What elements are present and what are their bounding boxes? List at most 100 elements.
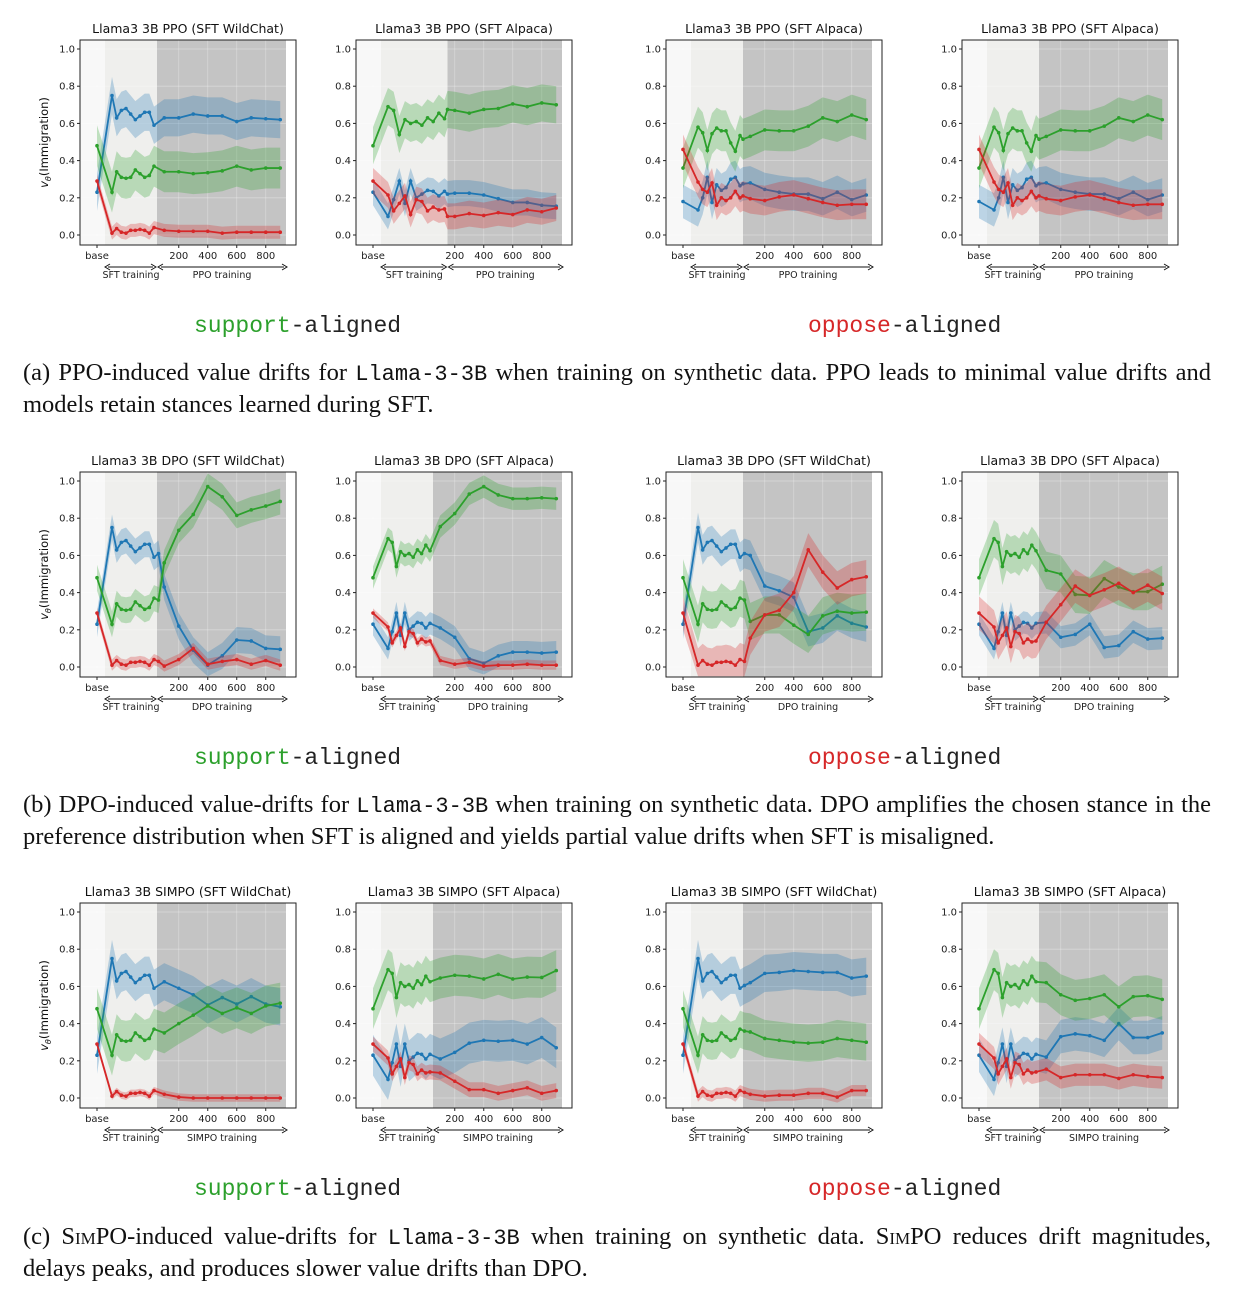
blue-data-point — [403, 201, 407, 206]
green-data-point — [791, 1040, 796, 1044]
green-confidence-band — [683, 990, 867, 1074]
green-data-point — [1000, 995, 1005, 1000]
green-data-point — [124, 608, 128, 613]
aligned-suffix: -aligned — [890, 745, 1002, 771]
x-tick-label: 600 — [503, 251, 522, 262]
blue-data-point — [724, 185, 728, 190]
blue-data-point — [762, 971, 767, 976]
blue-data-point — [1020, 185, 1024, 190]
blue-data-point — [95, 1053, 99, 1058]
red-data-point — [138, 659, 142, 664]
red-data-point — [424, 1071, 428, 1075]
green-data-point — [133, 1031, 138, 1035]
red-data-point — [741, 194, 745, 198]
blue-data-point — [496, 1039, 501, 1044]
red-data-point — [147, 231, 152, 235]
y-tick-label: 0.0 — [335, 1094, 351, 1105]
sft-training-label: SFT training — [689, 1133, 746, 1144]
blue-data-point — [1073, 632, 1078, 637]
blue-data-point — [791, 595, 796, 600]
red-data-point — [1013, 1060, 1017, 1065]
red-data-point — [1116, 200, 1121, 205]
sft-region — [105, 40, 157, 245]
red-data-point — [1044, 196, 1049, 201]
red-data-point — [1004, 1057, 1009, 1061]
arrow-head-icon — [743, 695, 750, 703]
y-tick-label: 1.0 — [335, 477, 351, 488]
y-label-text: (Immigration) — [37, 529, 51, 608]
red-confidence-band — [683, 1038, 867, 1103]
arrow-head-icon — [1163, 695, 1170, 703]
red-data-point — [748, 196, 753, 201]
blue-data-point — [525, 1042, 530, 1046]
green-data-point — [748, 1030, 753, 1034]
base-region — [666, 40, 691, 245]
chart-title: Llama3 3B PPO (SFT Alpaca) — [685, 21, 863, 36]
axes-frame — [961, 471, 1179, 678]
y-tick-label: 0.2 — [59, 625, 75, 636]
y-tick-label: 0.2 — [59, 1056, 75, 1067]
green-data-point — [162, 169, 167, 174]
blue-data-point — [496, 654, 501, 658]
blue-data-point — [748, 181, 753, 185]
red-data-point — [864, 202, 869, 207]
blue-data-point — [681, 199, 685, 204]
red-data-point — [95, 179, 99, 183]
red-data-point — [977, 147, 981, 152]
value-drift-chart: 0.0 0.2 0.4 0.6 0.8 1.0 base 200 400 600 800 SFT tr… — [941, 453, 1179, 713]
base-region — [962, 903, 987, 1108]
red-data-point — [425, 209, 430, 213]
red-data-point — [1006, 181, 1010, 185]
y-tick-label: 0.2 — [941, 1056, 957, 1067]
red-data-point — [278, 1096, 283, 1100]
red-data-point — [419, 637, 424, 641]
blue-data-point — [119, 971, 124, 976]
arrow-head-icon — [867, 1126, 874, 1134]
caption-text: when training on synthetic data. DPO amp… — [23, 791, 1211, 850]
x-tick-label: 600 — [813, 1114, 832, 1125]
blue-data-point — [437, 194, 441, 198]
blue-data-point — [977, 199, 981, 204]
blue-data-point — [425, 188, 430, 193]
green-data-point — [1044, 134, 1049, 139]
green-data-point — [263, 504, 268, 508]
blue-data-point — [681, 1053, 685, 1058]
chart-title: Llama3 3B SIMPO (SFT WildChat) — [85, 884, 292, 899]
red-data-point — [710, 663, 714, 667]
blue-data-point — [996, 1060, 1000, 1065]
red-data-point — [147, 1094, 152, 1098]
red-data-point — [142, 228, 147, 233]
aligned-suffix: -aligned — [890, 313, 1002, 339]
y-label-symbol: v — [37, 181, 51, 188]
blue-data-point — [719, 549, 724, 554]
x-tick-label: base — [85, 1114, 109, 1125]
red-data-point — [1116, 1076, 1121, 1081]
x-tick-label: 200 — [1051, 1114, 1070, 1125]
red-data-point — [806, 548, 811, 552]
blue-data-point — [114, 548, 119, 552]
green-data-point — [371, 575, 375, 580]
green-data-point — [1145, 993, 1150, 998]
green-data-point — [996, 130, 1001, 135]
green-data-point — [176, 1021, 181, 1026]
green-data-point — [138, 603, 142, 608]
green-data-point — [742, 598, 747, 602]
blue-data-point — [696, 525, 700, 530]
training-region — [743, 40, 872, 245]
chart-title: Llama3 3B PPO (SFT Alpaca) — [375, 21, 553, 36]
y-tick-label: 0.8 — [645, 82, 661, 93]
red-data-point — [442, 207, 447, 211]
x-tick-label: 800 — [1138, 683, 1157, 694]
x-tick-label: 200 — [445, 683, 464, 694]
green-data-point — [696, 1053, 700, 1058]
green-data-point — [114, 1032, 119, 1037]
red-data-point — [124, 1094, 128, 1098]
axes-frame — [79, 39, 297, 246]
green-data-point — [742, 1029, 747, 1033]
blue-data-point — [278, 1005, 283, 1009]
green-data-point — [496, 106, 501, 111]
red-data-point — [110, 663, 114, 667]
base-region — [356, 472, 381, 677]
green-data-point — [481, 977, 486, 981]
green-data-point — [424, 974, 428, 978]
